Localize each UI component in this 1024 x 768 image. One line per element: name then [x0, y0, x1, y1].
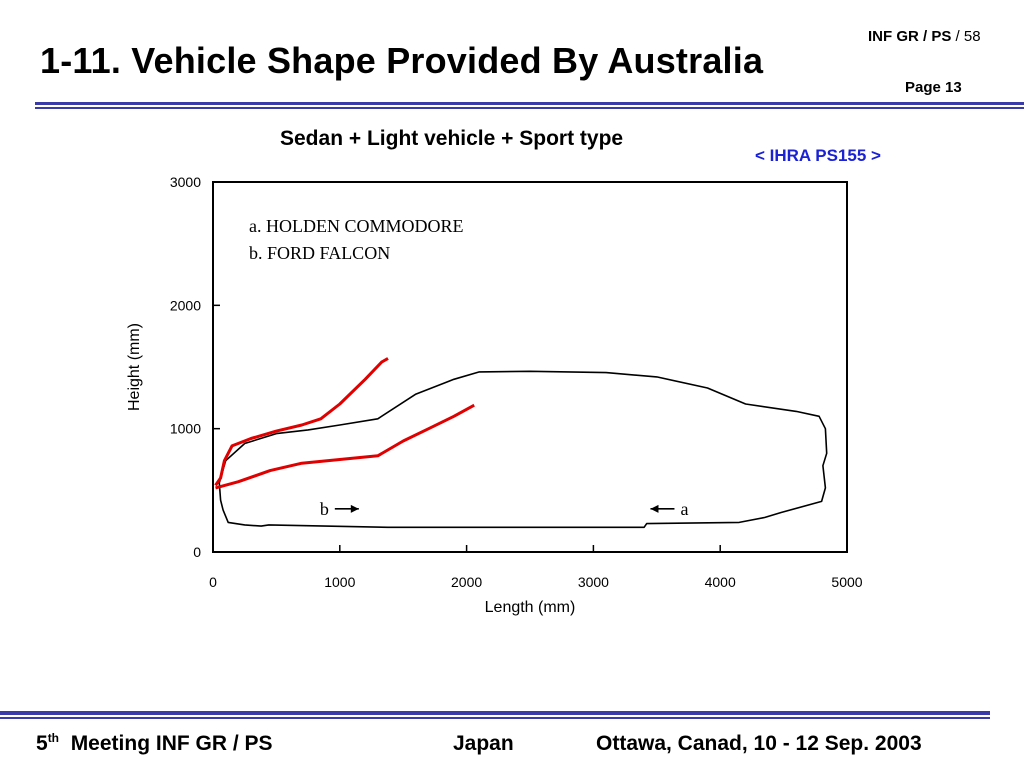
meeting-number: 5: [36, 732, 48, 755]
meeting-name: Meeting INF GR / PS: [70, 732, 273, 755]
y-tick-label: 0: [193, 544, 201, 560]
x-tick-label: 3000: [578, 574, 609, 590]
slide-title: 1-11. Vehicle Shape Provided By Australi…: [40, 40, 764, 81]
legend-entry-a: a. HOLDEN COMMODORE: [249, 216, 464, 236]
source-reference: < IHRA PS155 >: [755, 146, 881, 165]
page-number: Page 13: [905, 79, 962, 96]
doc-reference: INF GR / PS / 58: [868, 28, 981, 45]
annotation-label-b: b: [320, 499, 329, 519]
footer-country: Japan: [453, 732, 514, 755]
header-rule-thin: [35, 107, 1024, 109]
footer-rule-thin: [0, 717, 990, 719]
meeting-suffix: th: [47, 731, 60, 745]
y-tick-label: 3000: [170, 174, 201, 190]
chart-title: Sedan + Light vehicle + Sport type: [280, 127, 624, 150]
footer-rule: [0, 711, 990, 715]
series-line-b: [215, 403, 475, 490]
annotation-arrowhead-b: [350, 504, 359, 513]
header-rule: [35, 102, 1024, 105]
x-axis-label: Length (mm): [485, 599, 576, 616]
footer-meeting: 5th Meeting INF GR / PS: [36, 732, 273, 756]
x-tick-label: 5000: [831, 574, 862, 590]
annotation-arrowhead-a: [650, 504, 659, 513]
annotation-label-a: a: [680, 499, 688, 519]
y-axis-label: Height (mm): [126, 323, 143, 411]
series-line-a: [214, 357, 389, 487]
x-tick-label: 2000: [451, 574, 482, 590]
y-tick-label: 1000: [170, 421, 201, 437]
x-tick-label: 4000: [705, 574, 736, 590]
plot-frame: [212, 181, 848, 553]
x-tick-label: 0: [209, 574, 217, 590]
x-tick-label: 1000: [324, 574, 355, 590]
y-tick-label: 2000: [170, 297, 201, 313]
doc-reference-code: INF GR / PS: [868, 28, 952, 45]
legend-entry-b: b. FORD FALCON: [249, 243, 390, 263]
footer-venue: Ottawa, Canad, 10 - 12 Sep. 2003: [596, 732, 922, 755]
doc-reference-total: / 58: [955, 28, 981, 45]
vehicle-outline-line: [218, 370, 828, 529]
